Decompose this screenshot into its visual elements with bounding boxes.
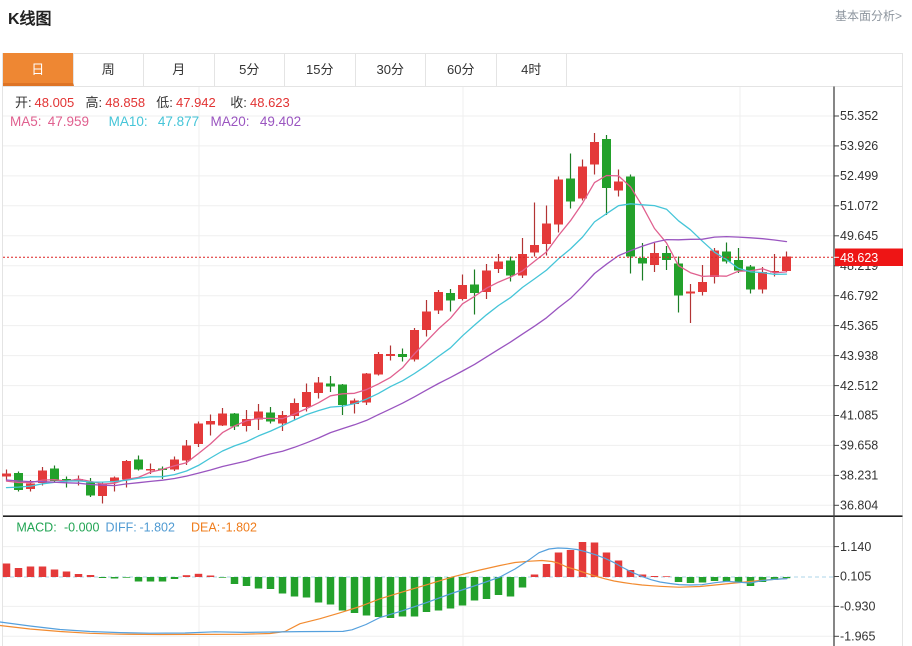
svg-text:51.072: 51.072: [840, 199, 878, 213]
svg-text:MA20:: MA20:: [211, 114, 250, 129]
svg-text:49.645: 49.645: [840, 229, 878, 243]
svg-text:43.938: 43.938: [840, 349, 878, 363]
svg-text:高:: 高:: [86, 95, 103, 110]
svg-text:MA10:: MA10:: [109, 114, 148, 129]
svg-text:DEA:: DEA:: [191, 521, 220, 535]
svg-text:47.877: 47.877: [158, 114, 199, 129]
svg-text:41.085: 41.085: [840, 409, 878, 423]
svg-text:42.512: 42.512: [840, 379, 878, 393]
svg-text:低:: 低:: [156, 95, 173, 110]
svg-text:47.959: 47.959: [48, 114, 89, 129]
svg-text:MA5:: MA5:: [10, 114, 42, 129]
svg-text:36.804: 36.804: [840, 499, 878, 513]
svg-text:0.105: 0.105: [840, 570, 871, 584]
svg-text:DIFF:: DIFF:: [106, 521, 137, 535]
svg-text:1.140: 1.140: [840, 540, 871, 554]
svg-text:52.499: 52.499: [840, 169, 878, 183]
svg-text:MACD:: MACD:: [16, 521, 56, 535]
svg-text:39.658: 39.658: [840, 439, 878, 453]
svg-text:49.402: 49.402: [260, 114, 301, 129]
svg-text:48.005: 48.005: [35, 95, 75, 110]
svg-text:开:: 开:: [15, 95, 32, 110]
svg-text:48.858: 48.858: [105, 95, 145, 110]
svg-text:46.792: 46.792: [840, 289, 878, 303]
svg-text:收:: 收:: [230, 95, 247, 110]
svg-text:-1.802: -1.802: [140, 521, 175, 535]
svg-text:48.623: 48.623: [840, 251, 878, 265]
svg-text:45.365: 45.365: [840, 319, 878, 333]
svg-text:-1.802: -1.802: [222, 521, 257, 535]
svg-text:53.926: 53.926: [840, 139, 878, 153]
svg-text:-1.965: -1.965: [840, 630, 875, 644]
svg-text:55.352: 55.352: [840, 109, 878, 123]
svg-text:38.231: 38.231: [840, 469, 878, 483]
svg-text:-0.000: -0.000: [64, 521, 99, 535]
svg-text:-0.930: -0.930: [840, 600, 875, 614]
svg-text:47.942: 47.942: [176, 95, 216, 110]
svg-text:48.623: 48.623: [250, 95, 290, 110]
